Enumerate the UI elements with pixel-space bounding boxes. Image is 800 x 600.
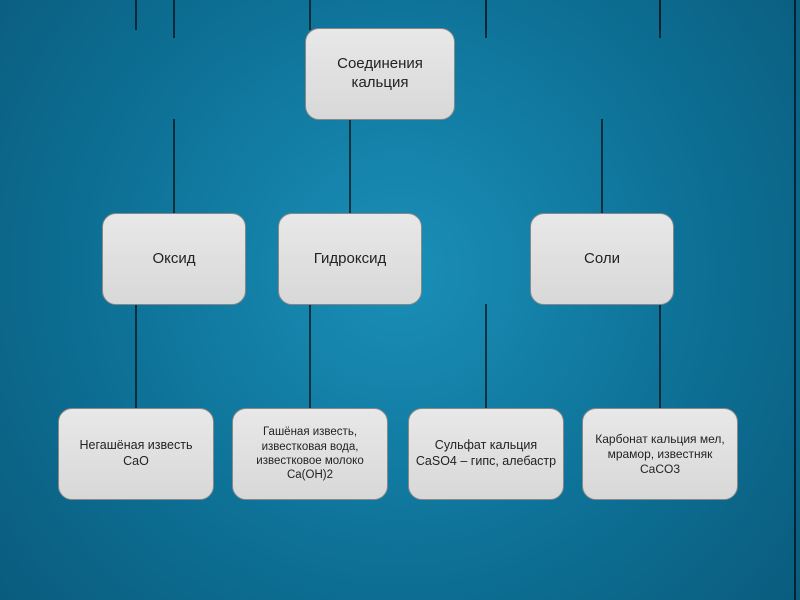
node-cao-label: Негашёная известь CaO [65,438,207,469]
node-root: Соединения кальция [305,28,455,120]
node-oxide: Оксид [102,213,246,305]
node-caoh2: Гашёная известь, известковая вода, извес… [232,408,388,500]
node-hydroxide-label: Гидроксид [314,250,386,269]
node-salts-label: Соли [584,250,620,269]
node-root-label: Соединения кальция [312,55,448,93]
node-caso4: Сульфат кальция CaSO4 – гипс, алебастр [408,408,564,500]
node-oxide-label: Оксид [152,250,195,269]
node-cao: Негашёная известь CaO [58,408,214,500]
node-caoh2-label: Гашёная известь, известковая вода, извес… [239,425,381,483]
node-caco3: Карбонат кальция мел, мрамор, известняк … [582,408,738,500]
node-salts: Соли [530,213,674,305]
node-caco3-label: Карбонат кальция мел, мрамор, известняк … [589,432,731,477]
node-hydroxide: Гидроксид [278,213,422,305]
node-caso4-label: Сульфат кальция CaSO4 – гипс, алебастр [415,438,557,469]
